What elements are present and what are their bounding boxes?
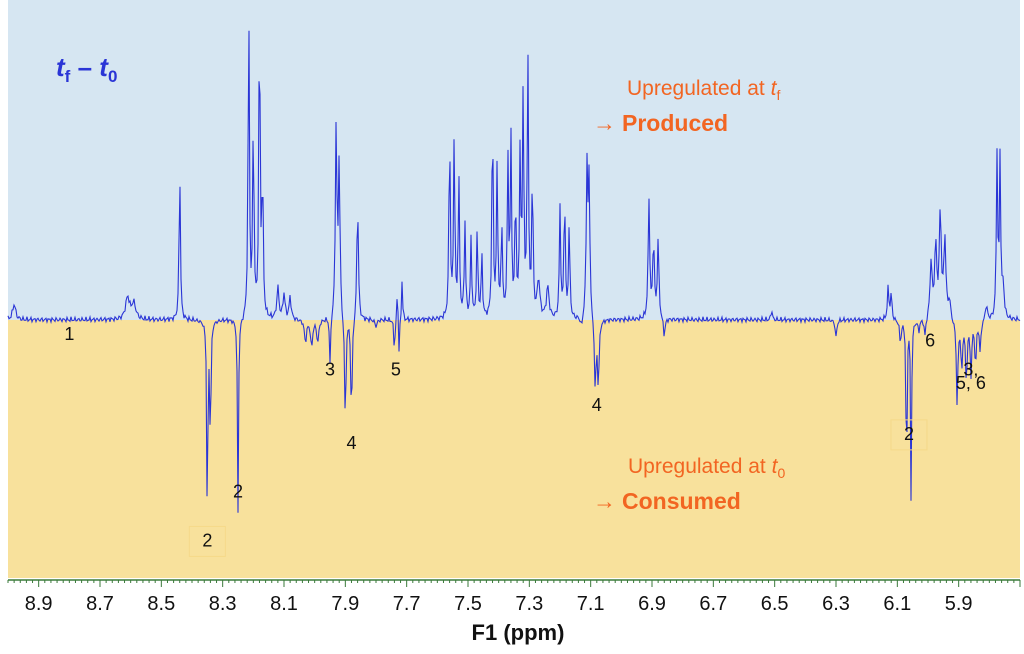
- x-tick-label: 7.3: [515, 593, 543, 615]
- peak-label: 4: [346, 433, 356, 453]
- peak-annotations: 1 2 2 3 4 5 4 2 6 3,5, 6: [64, 324, 986, 557]
- peak-label: 2: [233, 482, 243, 502]
- x-axis-label: F1 (ppm): [472, 620, 565, 645]
- x-tick-label: 7.5: [454, 593, 482, 615]
- lower-annotation-line2: → Consumed: [593, 488, 741, 514]
- x-tick-label: 6.5: [761, 593, 789, 615]
- annotation-box: [188, 525, 226, 557]
- peak-label: 5, 6: [956, 373, 986, 393]
- x-tick-label: 6.9: [638, 593, 666, 615]
- x-axis: 8.9 8.7 8.5 8.3 8.1 7.9 7.7 7.5 7.3 7.1 6.9 6.7 6.5 6…: [7, 579, 1021, 615]
- x-tick-label: 8.1: [270, 593, 298, 615]
- spectrum-line: [7, 30, 1021, 513]
- peak-label: 3,: [963, 360, 978, 380]
- x-tick-label: 8.9: [25, 593, 53, 615]
- peak-label: 2: [904, 424, 914, 444]
- x-tick-label: 8.7: [86, 593, 114, 615]
- x-tick-label: 8.5: [147, 593, 175, 615]
- peak-label: 4: [592, 395, 602, 415]
- peak-label: 1: [64, 324, 74, 344]
- upper-annotation: Upregulated at tf → Produced: [593, 77, 780, 136]
- arrow-icon: →: [593, 488, 616, 514]
- lower-annotation-line1: Upregulated at t0: [628, 455, 785, 481]
- region-upregulated-t0: [8, 320, 1020, 578]
- x-tick-label: 6.3: [822, 593, 850, 615]
- peak-label: 5: [391, 360, 401, 380]
- arrow-icon: →: [593, 110, 616, 136]
- x-tick-label: 7.7: [393, 593, 421, 615]
- upper-annotation-line2: → Produced: [593, 110, 728, 136]
- title-text: tf – t0: [56, 52, 117, 86]
- lower-annotation: Upregulated at t0 → Consumed: [593, 455, 785, 514]
- annotation-box: [890, 419, 928, 451]
- peak-label: 2: [202, 530, 212, 550]
- x-tick-label: 6.7: [699, 593, 727, 615]
- chart-title: tf – t0: [56, 52, 117, 86]
- peak-label: 6: [925, 331, 935, 351]
- x-tick-label: 8.3: [209, 593, 237, 615]
- peak-label: 3: [325, 360, 335, 380]
- upper-annotation-line1: Upregulated at tf: [627, 77, 780, 103]
- x-tick-label: 7.1: [577, 593, 605, 615]
- x-tick-label: 5.9: [945, 593, 973, 615]
- x-tick-label: 7.9: [331, 593, 359, 615]
- x-tick-label: 6.1: [883, 593, 911, 615]
- spectrum-group: [7, 30, 1021, 513]
